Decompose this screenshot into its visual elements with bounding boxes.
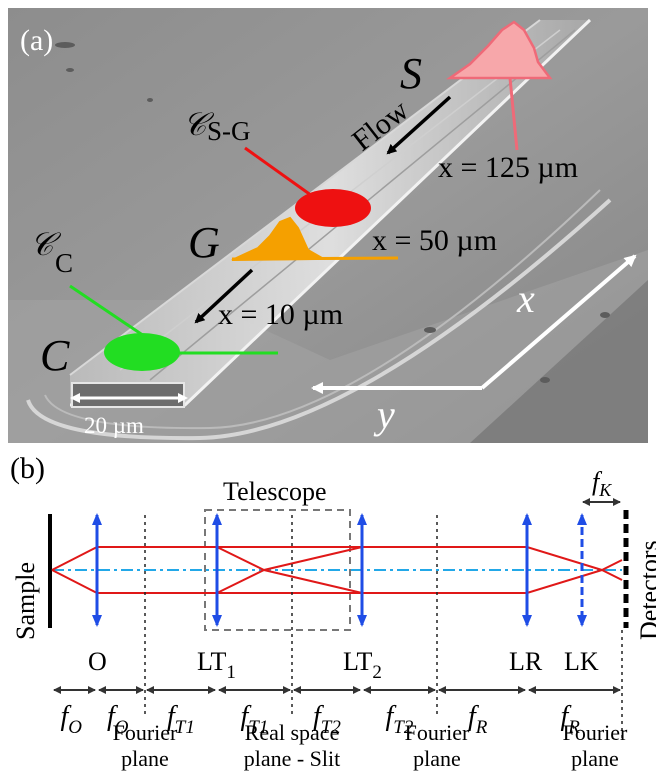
focal-label-7: fR xyxy=(561,701,581,738)
s-leader-line xyxy=(508,77,519,151)
s-position-label: x = 125 µm xyxy=(438,151,578,184)
g-letter: G xyxy=(188,218,220,267)
plane-lines xyxy=(144,515,623,740)
s-peak-shape xyxy=(446,20,553,80)
lenses: O LT1 LT2 LR LK xyxy=(88,513,599,683)
focal-label-4: fT2 xyxy=(313,701,341,738)
plane-label-3-line1: Fourier xyxy=(563,720,628,745)
lens-label-1: LT1 xyxy=(197,647,236,683)
panel-b: (b) Telescope fK Sample Detectors O LT1 LT… xyxy=(10,452,656,771)
g-baseline xyxy=(231,256,399,261)
flow-arrow-2 xyxy=(194,268,254,324)
focal-arrows: fO fO fT1 fT1 fT2 fT2 fR fR xyxy=(53,686,621,738)
c-letter: C xyxy=(40,331,70,380)
sem-specks xyxy=(55,42,610,383)
s-letter: S xyxy=(400,49,422,98)
sg-spot xyxy=(295,189,371,227)
lens-label-4: LK xyxy=(564,647,599,676)
plane-label-1-line1: Real space xyxy=(245,720,340,745)
beam-ray-end xyxy=(601,559,623,581)
flow-arrow xyxy=(386,95,452,155)
sample-label: Sample xyxy=(11,562,40,640)
detectors-label: Detectors xyxy=(635,540,656,640)
lens-label-3: LR xyxy=(509,647,543,676)
beam-ray-bottom xyxy=(51,569,603,594)
scale-bar-label: 20 µm xyxy=(84,413,144,438)
g-position-label: x = 50 µm xyxy=(372,224,497,257)
c-spot xyxy=(104,333,180,371)
focal-label-5: fT2 xyxy=(386,701,414,738)
panel-a: (a) S x = 125 µm Flow 𝒞 S-G G x = 50 µm … xyxy=(8,8,648,443)
panel-a-label: (a) xyxy=(20,24,53,57)
focal-label-2: fT1 xyxy=(167,701,195,738)
fk-label: fK xyxy=(592,467,612,500)
lens-label-2: LT2 xyxy=(343,647,382,683)
plane-label-0-line1: Fourier xyxy=(113,720,178,745)
plane-label-3-line2: plane xyxy=(571,746,619,771)
beam-ray-cross-2 xyxy=(216,546,363,594)
telescope-label: Telescope xyxy=(223,477,327,506)
axis-x-arrow xyxy=(480,254,637,390)
sem-trench-2 xyxy=(44,189,601,430)
focal-label-1: fO xyxy=(107,701,129,738)
axis-y-label: y xyxy=(373,392,395,437)
axis-x-label: x xyxy=(516,276,535,321)
telescope-box xyxy=(204,509,351,631)
c-position-label: x = 10 µm xyxy=(218,298,343,331)
sem-dark-region xyxy=(470,280,648,443)
plane-label-0-line2: plane xyxy=(121,746,169,771)
curve-c-leader xyxy=(69,284,151,342)
curve-sg-sub: S-G xyxy=(207,116,251,146)
sem-trench xyxy=(26,198,612,441)
focal-label-6: fR xyxy=(468,701,488,738)
panel-b-label: (b) xyxy=(10,452,45,485)
lens-label-0: O xyxy=(88,647,107,676)
focal-label-0: fO xyxy=(61,701,83,738)
plane-label-2-line2: plane xyxy=(413,746,461,771)
curve-c-sub: C xyxy=(55,248,73,278)
curve-sg-leader xyxy=(244,146,316,200)
focal-label-3: fT1 xyxy=(241,701,269,738)
plane-label-2-line1: Fourier xyxy=(405,720,470,745)
sem-beam-end xyxy=(71,382,185,408)
beam-ray-top xyxy=(51,546,603,571)
plane-label-1-line2: plane - Slit xyxy=(244,746,341,771)
